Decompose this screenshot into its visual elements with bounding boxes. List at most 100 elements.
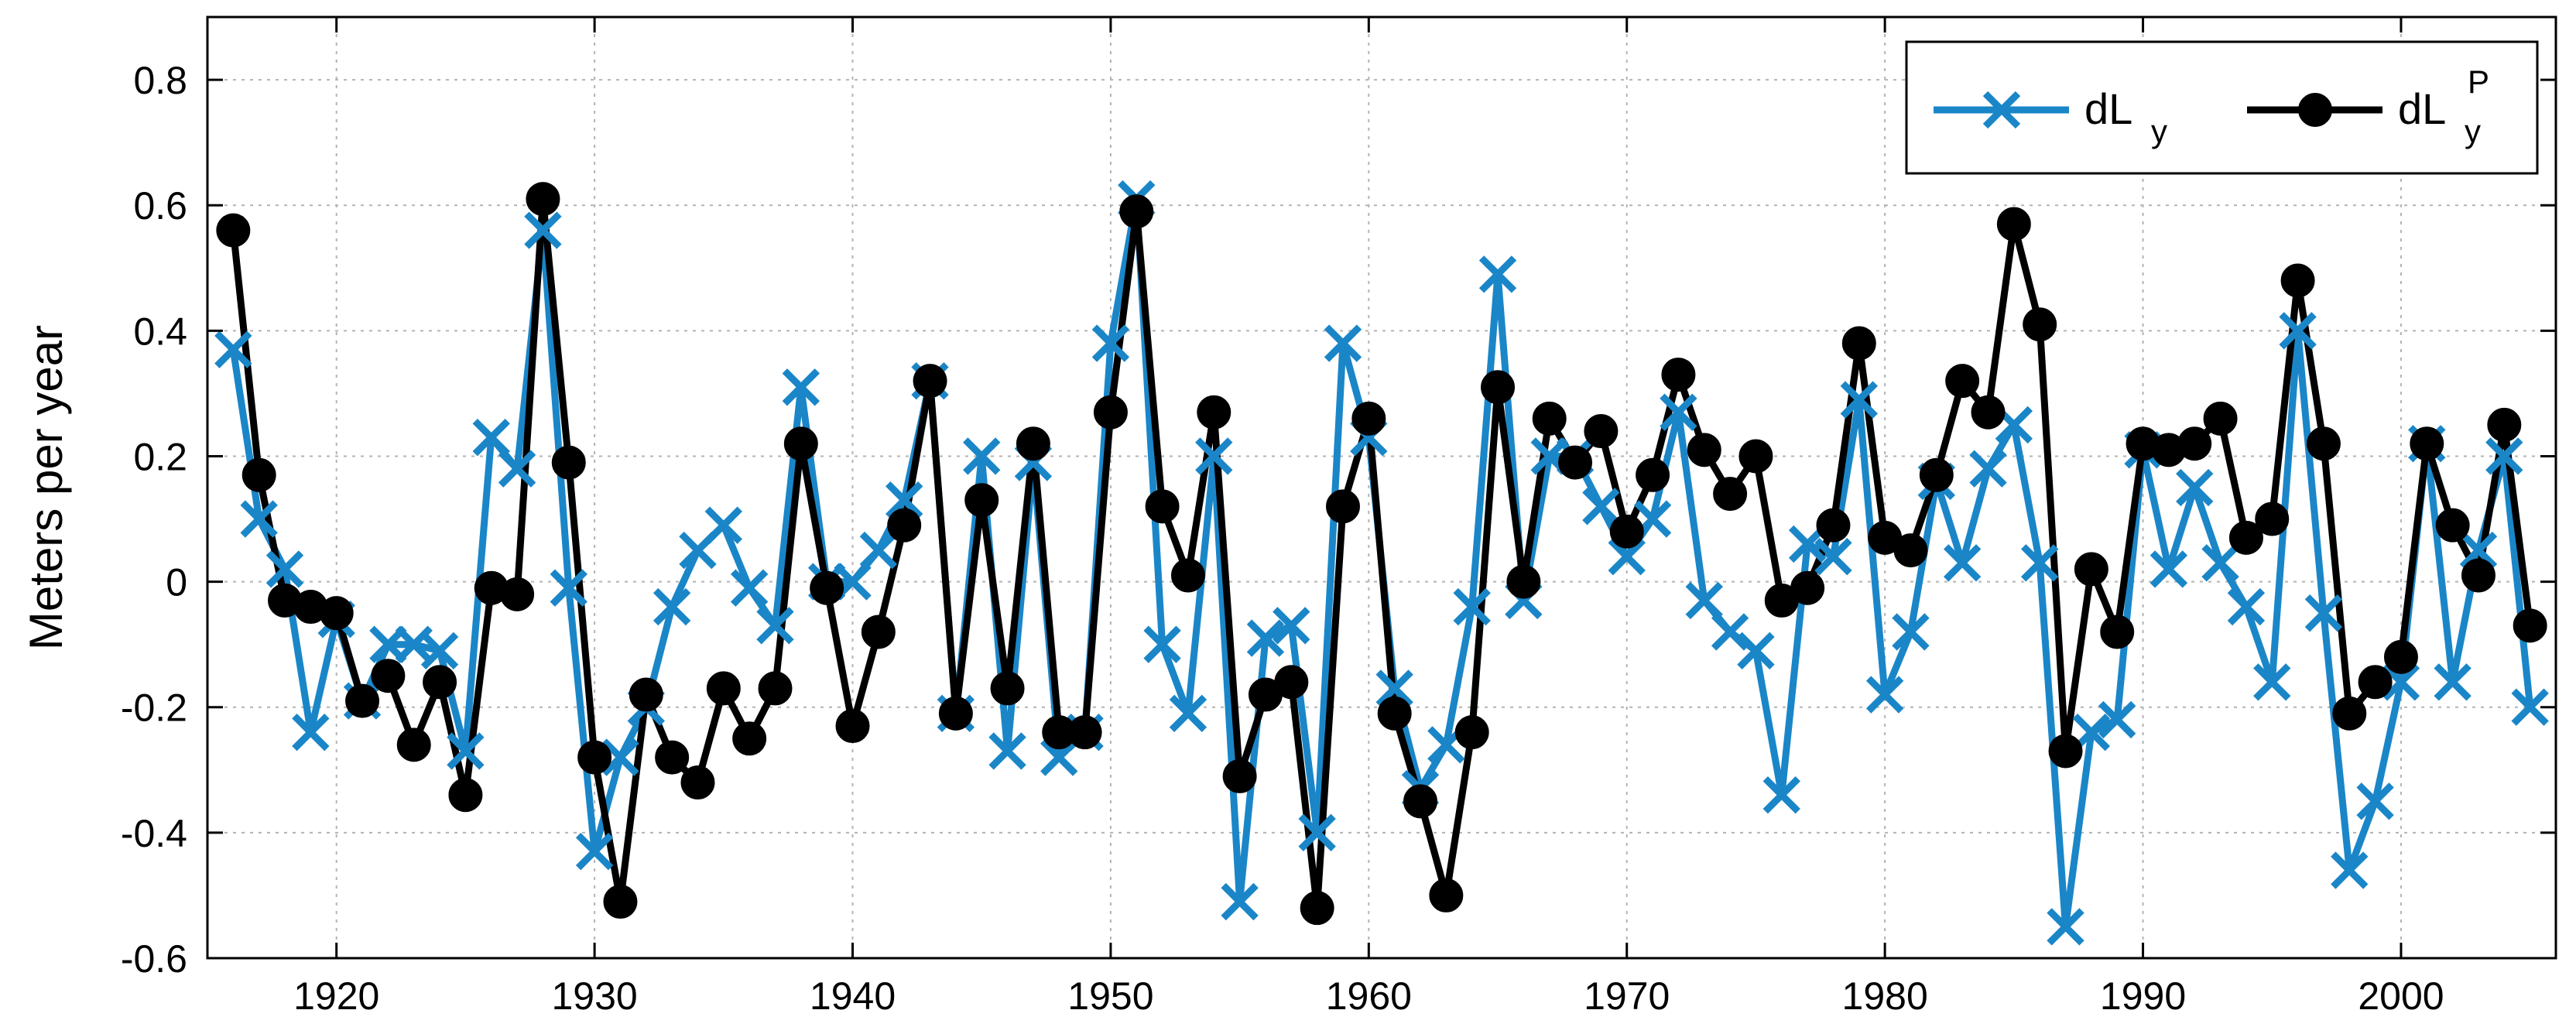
series-1-point [730,569,769,607]
series-2-point [1506,564,1541,599]
series-1-point [292,713,330,752]
series-1-point [1143,625,1181,663]
series-1-point [1711,613,1749,651]
x-tick-label: 1970 [1584,974,1670,1018]
series-2-point [1274,665,1309,700]
series-2-point [1713,477,1748,512]
series-2-point [345,683,380,718]
series-1-point [2459,531,2498,570]
series-1-point [1814,537,1852,576]
series-2-point [810,570,844,605]
series-2-point [371,659,406,693]
series-2-point [629,677,663,712]
series-1-point [1608,537,1646,576]
series-2-point [2332,696,2367,731]
series-1-point [240,500,278,538]
series-2-point [2435,508,2470,543]
series-1-point [498,450,536,488]
series-2-point [1222,758,1257,793]
legend: dL y dL yP [1905,40,2539,175]
series-1-point [2485,437,2523,475]
series-1-point [886,481,923,519]
series-1-point [214,330,252,368]
series-1-point [2047,908,2084,946]
series-2-point [2203,401,2238,436]
series-1-point [1685,581,1723,620]
series-2-point [500,577,535,611]
series-2-point [887,508,922,543]
series-2-point [2513,608,2547,643]
series-1-point [1943,544,1982,582]
series-1-point [704,506,742,544]
series-1-point [2253,663,2291,701]
series-2-point [680,765,715,800]
x-tick-label: 1960 [1326,974,1412,1018]
series-2-point [2280,263,2315,298]
series-2-point [1377,696,1412,731]
series-2-point [1532,401,1567,436]
series-1-point [524,211,562,249]
series-1-point [2356,782,2394,820]
series-2-point [732,721,767,756]
x-tick-label: 1980 [1842,974,1928,1018]
series-1-point [1375,669,1413,707]
y-tick-label: 0.6 [133,184,187,228]
y-axis-ticks: -0.6 -0.4 -0.2 0 0.2 0.4 0.6 0.8 [121,59,2556,981]
series-2-point [1351,401,1386,436]
series-1-point [2021,544,2059,582]
series-1-point [1865,676,1904,714]
series-2-point [2074,552,2108,587]
series-1-point [2304,594,2343,632]
series-1-point [1582,488,1620,526]
y-tick-label: -0.6 [121,937,187,981]
series-1-point [1737,632,1775,669]
series-1-point [1453,587,1491,626]
series-2-point [1197,395,1231,430]
series-2-point [577,740,612,775]
series-1-point [575,833,614,871]
series-1-point [1195,437,1233,475]
series-2-point [1093,395,1128,430]
series-1-point [1660,393,1697,431]
series-1-point [963,437,1001,475]
series-1-point [1969,450,2007,488]
legend-marker-series-1 [1982,91,2021,129]
series-2-point [1429,878,1464,912]
series-2-point [1481,370,1516,405]
series-2-point [1016,426,1050,461]
series-2-point [1996,207,2031,241]
x-tick-label: 1930 [551,974,637,1018]
y-tick-label: -0.2 [121,686,187,730]
legend-subscript-series-2: y [2465,113,2481,149]
series-markers [214,180,2549,946]
series-2-point [2023,307,2057,342]
series-2-point [319,596,354,631]
series-2-point [1945,364,1980,399]
series-2-point [1119,194,1154,229]
y-tick-label: 0.4 [133,310,187,353]
series-1-point [550,569,587,607]
series-2-point [861,615,896,649]
series-2-point [913,364,947,399]
series-2-point [603,885,638,919]
legend-label-series-1: dL [2084,84,2132,133]
series-1-point [988,732,1026,770]
series-2-point [2255,502,2290,536]
series-2-point [551,445,586,480]
series-2-point [783,426,818,461]
series-2-point [2100,615,2135,649]
legend-subscript-series-1: y [2151,113,2167,149]
series-2-point [1971,395,2006,430]
series-1-point [1762,776,1800,814]
series-1-point [2511,688,2549,726]
series-2-point [655,740,690,775]
series-2-point [758,671,793,706]
series-1-point [2279,312,2317,350]
series-1-point [1273,607,1310,645]
y-tick-label: -0.4 [121,812,187,855]
series-2-point [242,457,276,492]
series-1-point [756,607,794,645]
series-2-point [2228,520,2263,555]
legend-marker-series-2 [2298,93,2332,127]
